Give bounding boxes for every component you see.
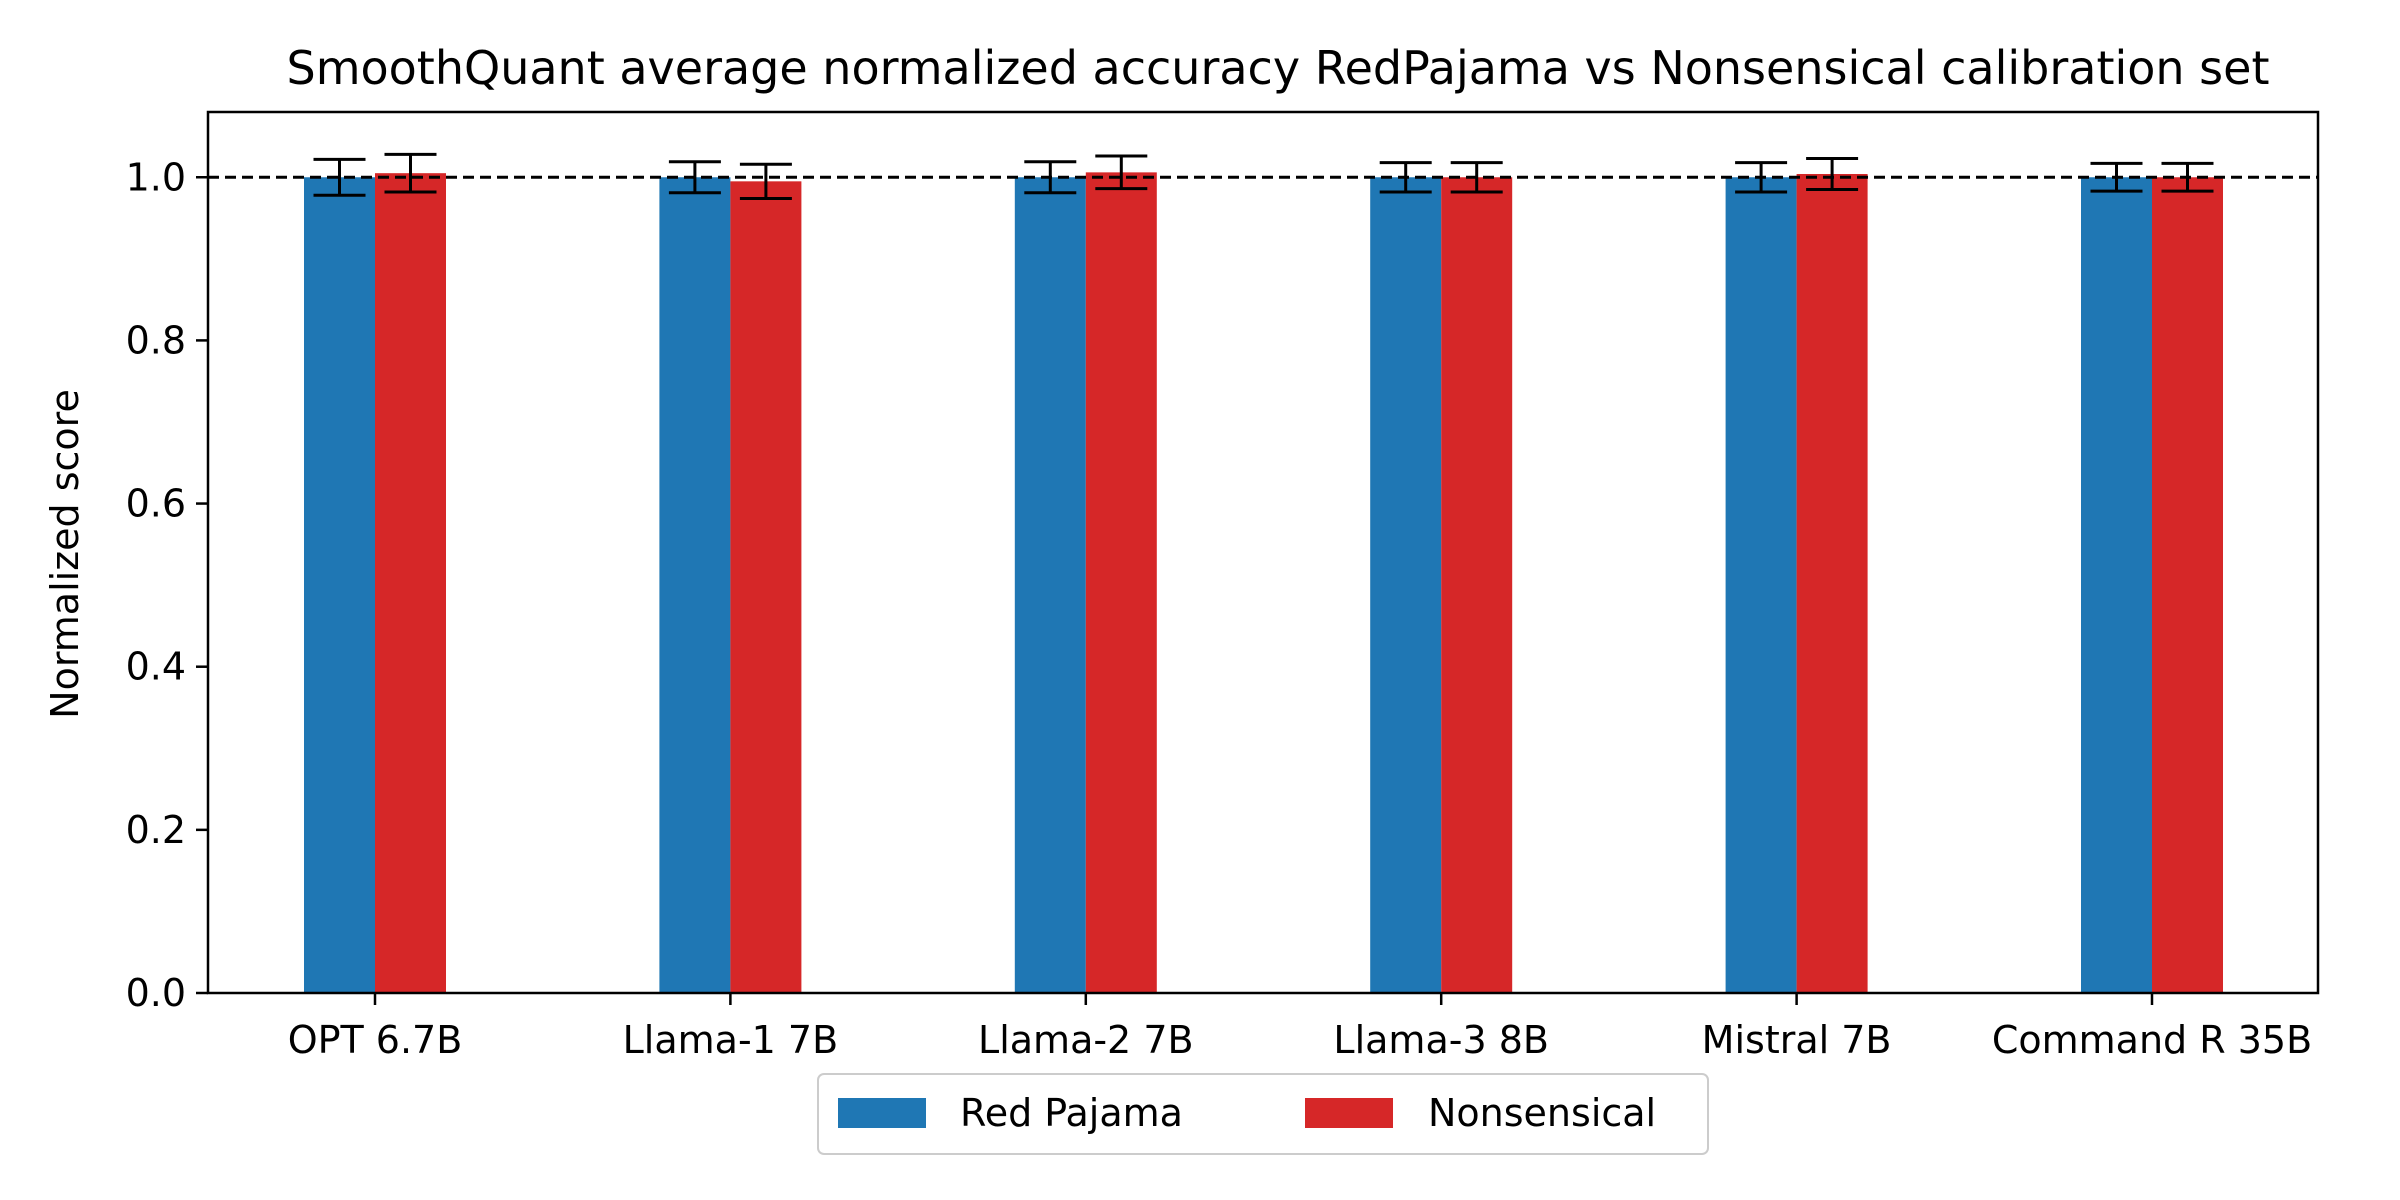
y-tick-label: 0.4 (126, 645, 186, 689)
x-tick-label: Command R 35B (1992, 1018, 2312, 1062)
axes-frame (206, 110, 2320, 995)
y-tick-label: 0.6 (126, 482, 186, 526)
y-tick-label: 1.0 (126, 155, 186, 199)
legend-label: Red Pajama (960, 1091, 1183, 1135)
bar-nonsensical (1441, 177, 1513, 993)
y-tick-label: 0.8 (126, 318, 186, 362)
x-tick-label: OPT 6.7B (288, 1018, 463, 1062)
x-tick-label: Llama-1 7B (623, 1018, 839, 1062)
legend-swatch (838, 1098, 926, 1128)
bar-red-pajama (2081, 177, 2152, 993)
chart-title: SmoothQuant average normalized accuracy … (287, 41, 2270, 95)
bar-nonsensical (1085, 172, 1157, 994)
bar-red-pajama (1725, 177, 1797, 993)
bar-nonsensical (375, 173, 446, 994)
y-tick-label: 0.0 (126, 971, 186, 1015)
bar-nonsensical (2152, 177, 2223, 993)
x-tick-label: Llama-3 8B (1333, 1018, 1549, 1062)
bar-red-pajama (659, 177, 731, 993)
bar-red-pajama (1370, 177, 1442, 993)
y-tick-label: 0.2 (126, 808, 186, 852)
bar-red-pajama (1014, 177, 1086, 993)
plot-area: 0.0 0.2 0.4 0.6 0.8 1.0 OPT 6.7B Llama-1 7B Llam… (126, 110, 2320, 1062)
legend-frame (817, 1073, 1709, 1155)
y-axis-label: Normalized score (43, 389, 87, 719)
bar-nonsensical (730, 181, 802, 994)
bar-nonsensical (1796, 173, 1868, 994)
bar-red-pajama (304, 177, 375, 993)
legend-label: Nonsensical (1428, 1091, 1656, 1135)
x-tick-label: Mistral 7B (1702, 1018, 1892, 1062)
legend: Red Pajama Nonsensical (817, 1073, 1709, 1155)
x-tick-label: Llama-2 7B (978, 1018, 1194, 1062)
legend-swatch (1305, 1098, 1393, 1128)
